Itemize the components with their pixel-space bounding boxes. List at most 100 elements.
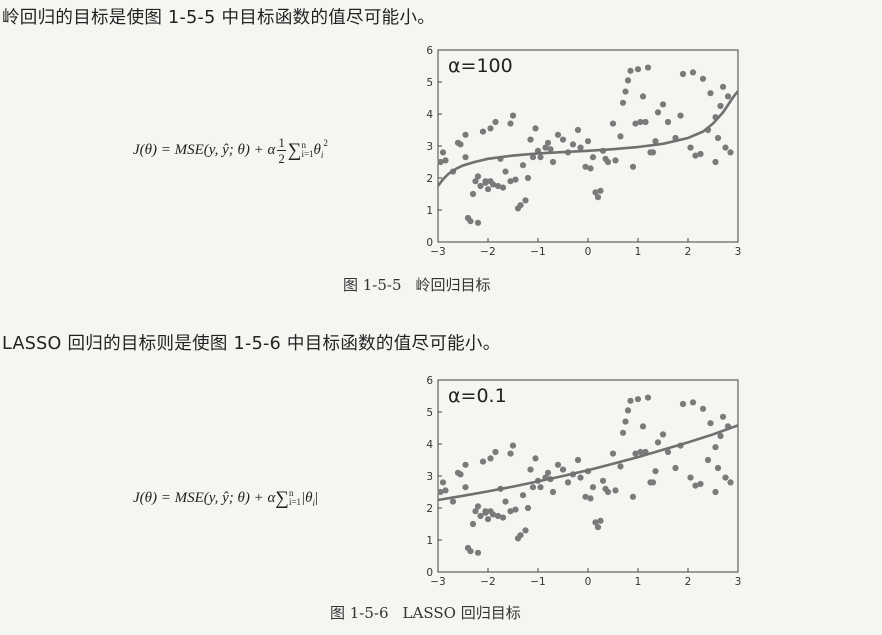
x-tick-label: 3 <box>735 246 742 258</box>
y-tick-label: 3 <box>426 141 433 153</box>
data-point <box>692 482 699 489</box>
data-point <box>582 493 589 500</box>
data-point <box>582 163 589 170</box>
data-point <box>522 197 529 204</box>
data-point <box>507 450 514 457</box>
data-point <box>604 488 612 496</box>
data-point <box>609 450 617 457</box>
data-point <box>679 70 687 78</box>
x-tick-label: −1 <box>530 576 545 588</box>
data-point <box>442 157 449 164</box>
y-tick-label: 1 <box>426 205 433 217</box>
data-point <box>509 442 517 449</box>
data-point <box>457 471 464 478</box>
data-point <box>569 141 577 148</box>
data-point <box>717 432 724 440</box>
data-point <box>592 519 599 526</box>
data-point <box>469 190 477 198</box>
sum-limits: n i=1 <box>288 487 302 507</box>
data-point <box>542 144 549 151</box>
data-point <box>587 165 594 172</box>
data-point <box>619 99 627 106</box>
data-point <box>654 439 662 446</box>
data-point <box>604 158 612 166</box>
y-tick-label: 0 <box>426 567 433 579</box>
fitted-curve <box>437 424 739 502</box>
data-point <box>707 420 714 427</box>
data-point <box>487 455 494 462</box>
data-point <box>592 189 599 196</box>
data-point <box>707 90 714 97</box>
data-point <box>537 154 544 161</box>
data-point <box>479 128 487 135</box>
data-point <box>637 118 644 126</box>
data-point <box>689 69 697 76</box>
formula-lasso-lhs: J(θ) = MSE(y, ŷ; θ) + α <box>133 490 276 506</box>
data-point <box>484 186 492 193</box>
data-point <box>517 532 524 539</box>
data-point <box>442 487 449 494</box>
x-tick-label: −3 <box>430 576 445 588</box>
data-point <box>502 168 509 175</box>
data-point <box>617 463 624 470</box>
x-tick-label: −2 <box>480 246 495 258</box>
x-tick-label: 2 <box>685 246 692 258</box>
sum-symbol: ∑ <box>275 488 289 509</box>
data-point <box>659 101 667 108</box>
data-point <box>722 474 729 481</box>
data-point <box>507 178 514 185</box>
caption-text: 岭回归目标 <box>415 276 491 294</box>
data-point <box>547 146 554 153</box>
sum-symbol: ∑ <box>287 139 302 161</box>
figure-caption-1-5-5: 图 1-5-5 岭回归目标 <box>343 274 491 295</box>
data-point <box>439 149 447 156</box>
alpha-annotation: α=0.1 <box>448 385 507 407</box>
data-point <box>639 423 647 430</box>
data-point <box>714 464 722 472</box>
data-point <box>717 102 724 110</box>
data-point <box>637 448 644 456</box>
data-point <box>634 396 642 403</box>
data-point <box>589 484 597 491</box>
data-point <box>549 158 557 166</box>
data-point <box>639 93 647 100</box>
data-point <box>597 187 604 194</box>
alpha-annotation: α=100 <box>448 55 513 77</box>
data-point <box>524 504 532 512</box>
data-point <box>519 492 527 499</box>
data-point <box>517 202 524 209</box>
x-tick-label: −2 <box>480 576 495 588</box>
x-tick-label: 0 <box>585 246 592 258</box>
caption-text: LASSO 回归目标 <box>402 604 521 622</box>
lasso-chart: 0 1 2 3 4 5 6 −3 −2 −1 0 1 2 3 α=0.1 <box>426 375 741 588</box>
data-point <box>724 93 732 100</box>
data-point <box>477 512 484 520</box>
data-point <box>654 109 662 116</box>
data-point <box>672 464 679 472</box>
caption-number: 图 1-5-5 <box>343 276 402 294</box>
data-point <box>472 508 479 515</box>
data-point <box>697 480 704 488</box>
data-point <box>627 67 634 74</box>
data-point <box>574 126 582 134</box>
data-point <box>544 469 552 476</box>
y-tick-label: 6 <box>426 375 433 387</box>
sum-limits: n i=1 <box>301 139 314 159</box>
data-point <box>499 514 507 521</box>
data-point <box>624 77 632 84</box>
data-point <box>559 466 567 473</box>
data-point <box>629 163 637 170</box>
data-point <box>462 484 469 491</box>
data-point <box>587 495 594 502</box>
data-point <box>727 479 734 486</box>
data-point <box>664 118 672 126</box>
formula-lasso: J(θ) = MSE(y, ŷ; θ) + α∑ n i=1 |θi| <box>133 487 319 509</box>
data-point <box>612 157 619 164</box>
data-point <box>507 120 514 127</box>
data-point <box>544 139 552 146</box>
data-point <box>687 474 694 481</box>
data-point <box>512 176 519 183</box>
data-point <box>457 141 464 148</box>
y-tick-label: 5 <box>426 77 433 89</box>
data-point <box>519 162 527 169</box>
